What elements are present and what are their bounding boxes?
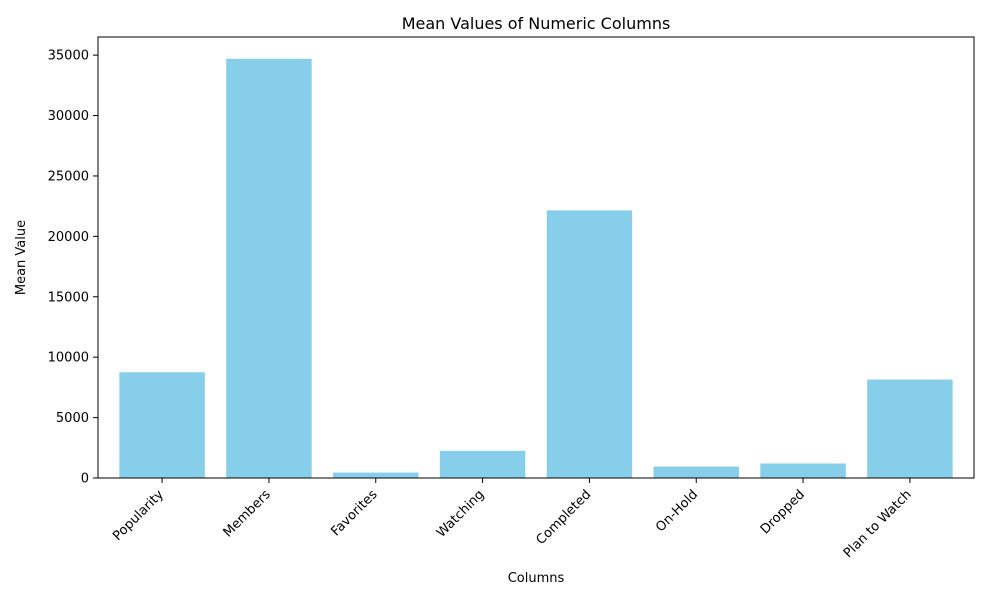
x-tick-label-members: Members (221, 487, 274, 540)
y-tick-label: 15000 (48, 290, 89, 305)
y-tick-label: 25000 (48, 169, 89, 184)
x-tick-label-watching: Watching (434, 487, 487, 540)
y-tick-label: 0 (81, 472, 89, 487)
bar-favorites (333, 472, 419, 478)
bar-completed (546, 210, 633, 478)
x-tick-label-on-hold: On-Hold (653, 487, 701, 535)
y-tick-label: 10000 (48, 351, 89, 366)
x-tick-label-popularity: Popularity (110, 487, 167, 544)
x-axis-label: Columns (508, 571, 565, 586)
bar-popularity (119, 372, 205, 478)
x-tick-label-plan-to-watch: Plan to Watch (841, 487, 915, 561)
bar-on-hold (653, 466, 739, 478)
bar-plan-to-watch (867, 379, 953, 478)
y-tick-label: 30000 (48, 109, 89, 124)
x-axis: Popularity Members Favorites Watching Comple… (110, 478, 915, 561)
y-axis: 0 5000 10000 15000 20000 25000 30000 35000 (48, 49, 98, 487)
y-tick-label: 35000 (48, 49, 89, 64)
bars-layer (119, 58, 953, 478)
x-tick-label-dropped: Dropped (758, 487, 808, 537)
bar-dropped (760, 463, 846, 478)
bar-watching (439, 450, 526, 478)
x-tick-label-favorites: Favorites (328, 487, 380, 539)
bar-members (226, 58, 312, 478)
y-tick-label: 5000 (56, 411, 89, 426)
plot-frame (97, 36, 975, 479)
y-tick-label: 20000 (48, 230, 89, 245)
y-axis-label: Mean Value (14, 220, 29, 295)
chart-title: Mean Values of Numeric Columns (402, 14, 671, 33)
x-tick-label-completed: Completed (533, 487, 594, 548)
